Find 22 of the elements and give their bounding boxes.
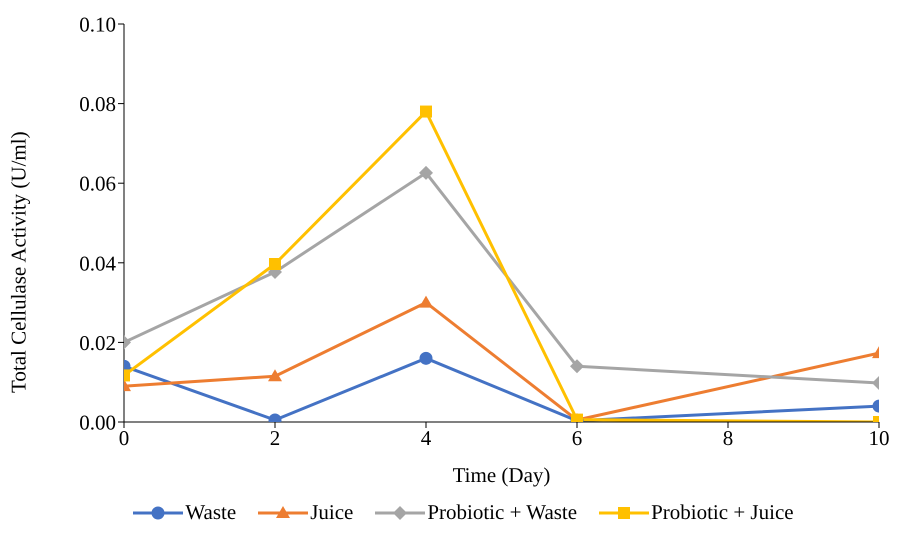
- point: [570, 359, 584, 374]
- y-axis-title: Total Cellulase Activity (U/ml): [6, 131, 30, 393]
- y-tick-label: 0.02: [79, 330, 116, 355]
- x-tick-label: 6: [572, 426, 582, 450]
- point: [419, 166, 433, 180]
- legend-label: Waste: [185, 500, 236, 525]
- x-tick-label: 10: [868, 426, 890, 450]
- y-tick-label: 0.04: [79, 251, 116, 276]
- x-tick-label: 4: [420, 426, 432, 450]
- point: [420, 106, 432, 118]
- legend-label: Probiotic + Waste: [427, 500, 578, 525]
- x-tick-label: 0: [118, 426, 130, 450]
- y-tick-label: 0.06: [79, 172, 116, 196]
- x-axis-title: Time (Day): [452, 463, 550, 487]
- y-tick-label: 0.00: [79, 410, 116, 434]
- y-tick-label: 0.08: [79, 92, 116, 116]
- x-tick-label: 8: [722, 426, 734, 450]
- legend-label: Probiotic + Juice: [651, 500, 794, 525]
- legend-label: Juice: [310, 500, 354, 525]
- point: [269, 258, 281, 270]
- y-tick-label: 0.10: [79, 12, 116, 36]
- x-tick-label: 2: [270, 426, 280, 450]
